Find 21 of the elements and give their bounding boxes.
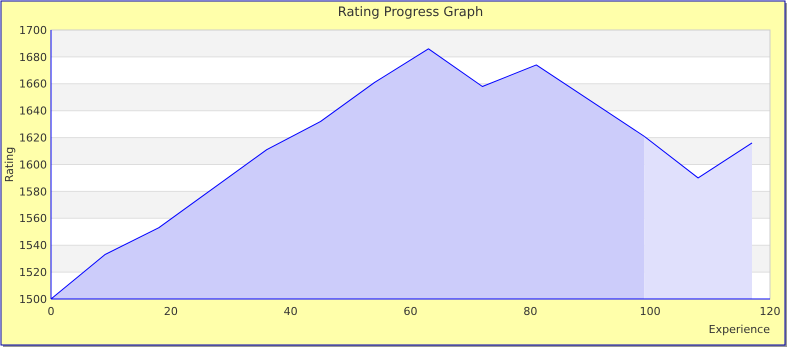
y-tick-label: 1620 [19,131,47,144]
chart-title: Rating Progress Graph [338,5,484,20]
y-tick-label: 1580 [19,185,47,198]
y-axis-title: Rating [3,146,16,182]
y-tick-label: 1680 [19,50,47,64]
y-tick-label: 1500 [19,292,47,306]
x-tick-label: 100 [640,305,661,318]
x-tick-label: 120 [760,305,780,318]
x-tick-label: 80 [523,305,538,318]
y-tick-label: 1700 [19,24,47,37]
x-axis-title: Experience [708,323,770,336]
x-tick-label: 20 [164,305,178,318]
y-tick-label: 1640 [19,104,47,118]
y-tick-label: 1660 [19,78,47,91]
y-tick-label: 1560 [19,212,47,226]
y-tick-label: 1600 [19,158,47,172]
x-tick-label: 40 [284,305,298,318]
x-tick-label: 60 [404,305,418,318]
y-tick-label: 1520 [19,266,47,279]
y-tick-label: 1540 [19,239,47,252]
x-tick-label: 0 [48,305,54,318]
